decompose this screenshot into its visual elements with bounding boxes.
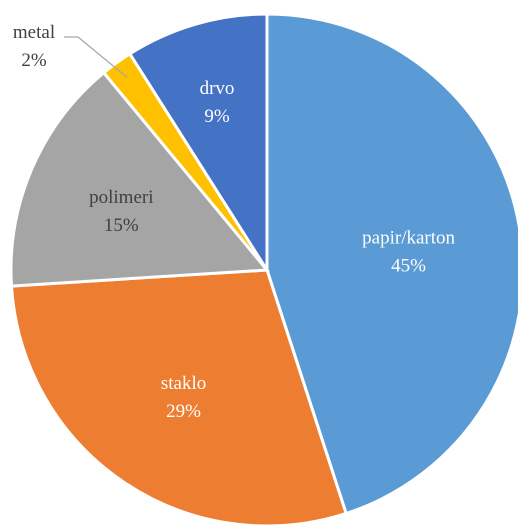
label-polimeri: polimeri: [89, 187, 153, 208]
value-label-polimeri: 15%: [104, 215, 139, 236]
value-label-metal: 2%: [21, 50, 47, 71]
label-papir-karton: papir/karton: [362, 228, 455, 249]
slice-staklo: [9, 268, 348, 525]
value-label-papir-karton: 45%: [391, 256, 426, 277]
slice-papir-karton: [265, 12, 518, 516]
leader-line-metal: [64, 36, 128, 78]
label-staklo: staklo: [161, 373, 206, 394]
value-label-staklo: 29%: [166, 401, 201, 422]
pie-labels: papir/karton 45% staklo 29% polimeri 15% metal…: [13, 22, 456, 422]
label-metal: metal: [13, 22, 55, 43]
pie-slices: [9, 12, 518, 525]
value-label-drvo: 9%: [204, 106, 230, 127]
slice-drvo: [127, 12, 269, 276]
slice-polimeri: [9, 70, 271, 288]
label-drvo: drvo: [200, 78, 235, 99]
